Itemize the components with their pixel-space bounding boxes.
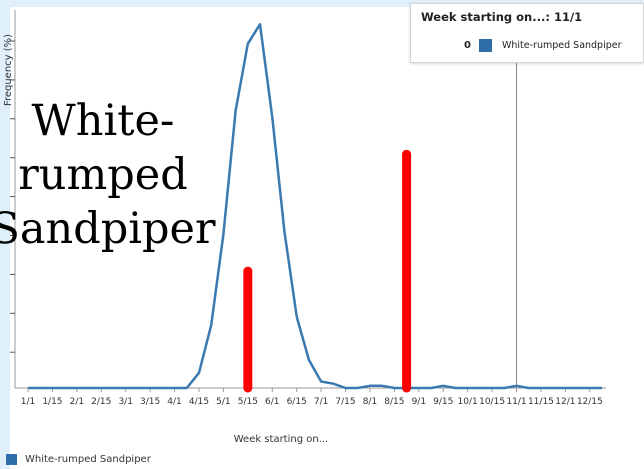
axis-layer: 1/1 1/15 2/1 2/15 3/1 3/15 4/1 4/15 5/1 5/15 6/1 6/… [10,10,606,407]
x-tick-label: 9/15 [433,397,453,407]
x-tick-label: 10/1 [458,397,478,407]
x-tick-label: 8/1 [363,397,377,407]
tooltip-swatch [479,39,492,52]
x-tick-label: 3/1 [118,397,132,407]
x-tick-label: 6/15 [287,397,307,407]
x-tick-label: 11/15 [528,397,554,407]
series-line [28,23,602,390]
tooltip-series-name: White-rumped Sandpiper [502,40,622,51]
tooltip-row: 0 White-rumped Sandpiper [456,39,622,52]
x-tick-label: 4/15 [189,397,209,407]
y-axis-title: Frequency (%) [3,34,14,106]
series-layer [28,23,602,390]
x-tick-label: 5/15 [238,397,258,407]
x-tick-label: 7/1 [314,397,328,407]
x-tick-label: 1/1 [21,397,35,407]
marker-layer [243,149,412,393]
x-tick-label: 6/1 [265,397,279,407]
legend-swatch [6,454,17,465]
x-tick-label: 8/15 [384,397,404,407]
x-tick-label: 5/1 [216,397,230,407]
page-border-left [0,0,10,469]
x-tick-label: 12/1 [555,397,575,407]
x-tick-label: 3/15 [140,397,160,407]
x-tick-label: 9/1 [412,397,426,407]
species-overlay-label: White-rumped Sandpiper [0,96,216,254]
x-axis-title: Week starting on... [234,434,329,445]
x-tick-label: 12/15 [577,397,603,407]
legend-label: White-rumped Sandpiper [25,454,151,465]
x-tick-label: 11/1 [506,397,526,407]
tooltip-value: 0 [464,40,471,51]
x-tick-label: 10/15 [479,397,505,407]
legend[interactable]: White-rumped Sandpiper [6,454,151,465]
x-tick-label: 2/1 [70,397,84,407]
x-tick-label: 1/15 [42,397,62,407]
tooltip-title: Week starting on...: 11/1 [421,10,583,24]
page-border-top [0,0,644,7]
x-tick-label: 7/15 [335,397,355,407]
hover-tooltip: Week starting on...: 11/1 0 White-rumped… [410,3,644,63]
x-tick-label: 2/15 [91,397,111,407]
x-tick-label: 4/1 [167,397,181,407]
